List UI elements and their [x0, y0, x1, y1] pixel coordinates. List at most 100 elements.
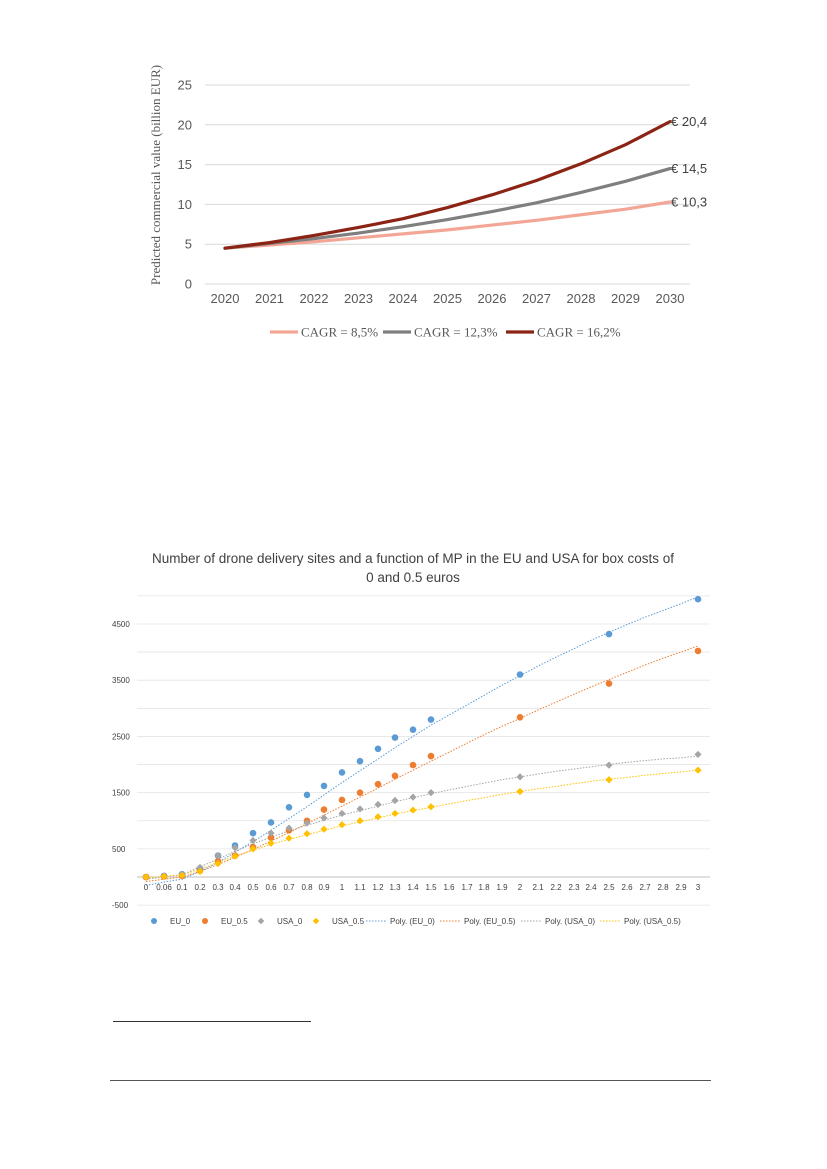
- c2-point-0-8: [285, 803, 293, 811]
- c2-legend-marker-2: [257, 917, 265, 925]
- c1-legend-label-0: CAGR = 8,5%: [301, 325, 378, 340]
- c2-legend-label-1: EU_0.5: [221, 917, 248, 926]
- c2-y-tick-500: 500: [112, 845, 126, 854]
- c1-end-label-2: € 20,4: [671, 114, 707, 129]
- c2-point-2-15: [409, 793, 417, 801]
- c1-legend-label-2: CAGR = 16,2%: [537, 325, 621, 340]
- page-footer-rule: [110, 1080, 711, 1081]
- c2-legend-label-2: USA_0: [277, 917, 303, 926]
- c2-title-line-2: 0 and 0.5 euros: [366, 570, 460, 585]
- c1-x-tick-2020: 2020: [211, 291, 240, 306]
- c2-y-tick-2500: 2500: [112, 732, 130, 741]
- c2-point-1-16: [427, 752, 435, 760]
- c2-point-0-15: [409, 726, 417, 733]
- c2-point-2-18: [605, 761, 613, 769]
- c2-legend-trend-2: Poly. (USA_0): [521, 917, 595, 926]
- c2-point-0-19: [694, 595, 702, 603]
- c2-x-tick-1.6: 1.6: [443, 883, 455, 892]
- c2-x-tick-2.3: 2.3: [568, 883, 580, 892]
- c2-title: Number of drone delivery sites and a fun…: [152, 551, 674, 585]
- c1-y-axis-label: Predicted commercial value (billion EUR): [148, 65, 163, 285]
- c2-point-3-16: [427, 803, 435, 811]
- c2-point-2-8: [285, 824, 293, 832]
- c2-x-tick-0.06: 0.06: [156, 883, 172, 892]
- c2-x-tick-1.5: 1.5: [425, 883, 437, 892]
- c2-legend-trend-3: Poly. (USA_0.5): [600, 917, 681, 926]
- c1-legend: CAGR = 8,5% CAGR = 12,3% CAGR = 16,2%: [270, 325, 621, 340]
- c2-point-1-14: [391, 772, 399, 780]
- c2-point-0-16: [427, 716, 435, 723]
- c2-x-tick-1.3: 1.3: [389, 883, 401, 892]
- c2-legend-item-1: EU_0.5: [202, 917, 248, 926]
- c1-y-tick-15: 15: [178, 157, 192, 172]
- c2-point-0-13: [374, 745, 382, 753]
- c2-point-2-14: [391, 796, 399, 805]
- c2-gridlines: [137, 595, 710, 906]
- c2-point-0-10: [320, 782, 328, 790]
- c2-x-tick-0.5: 0.5: [247, 883, 259, 892]
- c2-point-2-16: [427, 789, 435, 797]
- c1-legend-item-2: CAGR = 16,2%: [506, 325, 621, 340]
- c2-trendline-1: [145, 645, 699, 882]
- c2-point-3-9: [303, 830, 311, 838]
- c2-point-3-1: [160, 872, 168, 881]
- c2-x-tick-2.2: 2.2: [550, 883, 562, 892]
- c2-point-2-11: [338, 809, 346, 818]
- c2-point-3-18: [605, 776, 613, 784]
- c2-x-tick-0.1: 0.1: [176, 883, 188, 892]
- c2-point-0-14: [391, 734, 399, 741]
- c2-x-tick-1.9: 1.9: [496, 883, 508, 892]
- c2-x-tick-1.7: 1.7: [461, 883, 473, 892]
- c2-x-tick-1.1: 1.1: [354, 883, 366, 892]
- c2-point-2-3: [196, 863, 204, 872]
- c2-point-2-9: [303, 819, 311, 827]
- c2-point-2-4: [214, 852, 222, 860]
- c1-y-tick-5: 5: [185, 237, 192, 252]
- c2-x-tick-2.7: 2.7: [639, 883, 651, 892]
- c2-x-tick-3: 3: [696, 883, 701, 892]
- c2-x-tick-0.8: 0.8: [301, 883, 313, 892]
- c1-x-tick-2029: 2029: [611, 291, 640, 306]
- c1-series-line-2: [223, 120, 672, 250]
- c2-point-1-13: [374, 780, 382, 788]
- c1-x-tick-2026: 2026: [478, 291, 507, 306]
- c1-y-tick-20: 20: [178, 117, 192, 132]
- c2-point-3-5: [231, 852, 239, 860]
- c2-legend-item-0: EU_0: [151, 917, 191, 926]
- c2-x-tick-0.9: 0.9: [318, 883, 330, 892]
- c2-x-tick-labels: 0 0.06 0.1 0.2 0.3 0.4 0.5 0.6 0.7 0.8 0.9 1 1.1 1.2 1…: [144, 883, 701, 892]
- c2-x-tick-0.2: 0.2: [194, 883, 206, 892]
- footnote-separator: [113, 1021, 311, 1022]
- c2-point-3-10: [320, 825, 328, 833]
- c2-point-0-9: [303, 791, 311, 799]
- c2-point-1-10: [320, 806, 328, 813]
- c1-legend-label-1: CAGR = 12,3%: [414, 325, 498, 340]
- c2-legend-trend-label-2: Poly. (USA_0): [545, 917, 595, 926]
- c1-y-tick-labels: 0 5 10 15 20 25: [178, 78, 192, 292]
- c2-point-2-13: [374, 800, 382, 809]
- c2-x-tick-2.8: 2.8: [657, 883, 669, 892]
- c2-point-2-17: [516, 773, 524, 781]
- c2-point-2-5: [231, 844, 239, 852]
- c2-point-2-10: [320, 814, 328, 822]
- c2-legend-trend-label-0: Poly. (EU_0): [390, 917, 435, 926]
- c2-x-tick-1.4: 1.4: [407, 883, 419, 892]
- c2-point-3-0: [142, 873, 150, 881]
- c2-trendline-3: [145, 769, 699, 879]
- c2-point-3-6: [249, 845, 257, 853]
- c2-legend-label-3: USA_0.5: [332, 917, 365, 926]
- c2-point-1-12: [356, 789, 364, 796]
- c2-data-points: [142, 595, 702, 881]
- c2-legend-trend-0: Poly. (EU_0): [366, 917, 435, 926]
- c2-legend-marker-1: [202, 918, 208, 924]
- c2-trendline-0: [145, 596, 699, 886]
- c1-x-tick-2023: 2023: [344, 291, 373, 306]
- c2-point-3-11: [338, 821, 346, 829]
- c1-end-label-1: € 14,5: [671, 161, 707, 176]
- c2-point-1-7: [267, 834, 275, 841]
- c2-point-1-15: [409, 761, 417, 769]
- c2-trendlines: [145, 596, 699, 886]
- c1-legend-item-1: CAGR = 12,3%: [383, 325, 498, 340]
- c2-point-0-17: [516, 671, 524, 678]
